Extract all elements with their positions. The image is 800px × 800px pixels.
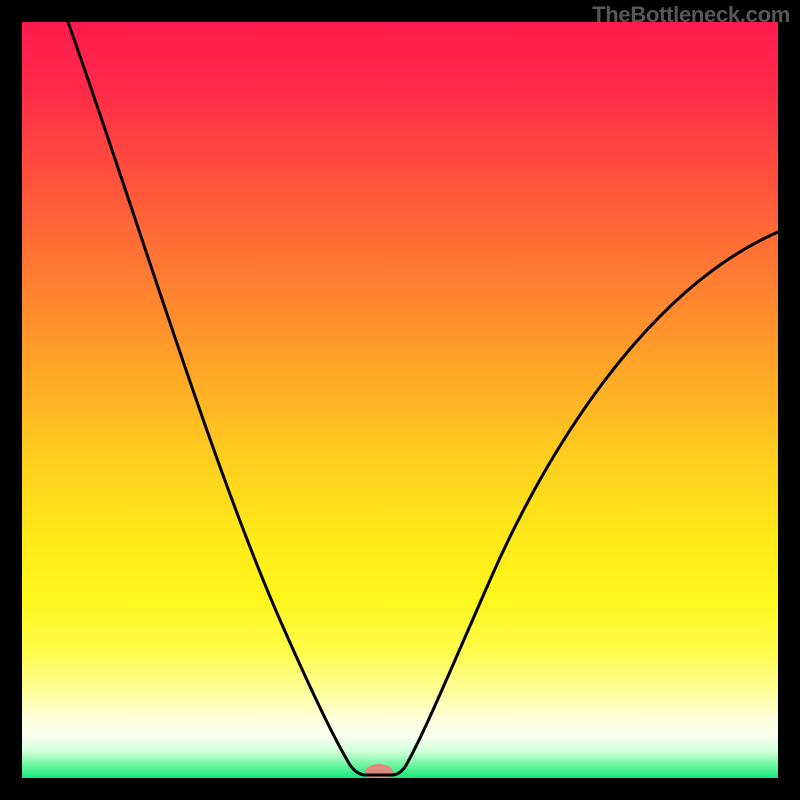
minimum-marker	[365, 764, 393, 780]
watermark-text: TheBottleneck.com	[592, 2, 790, 28]
plot-background	[22, 22, 778, 778]
chart-svg	[0, 0, 800, 800]
chart-container: TheBottleneck.com	[0, 0, 800, 800]
